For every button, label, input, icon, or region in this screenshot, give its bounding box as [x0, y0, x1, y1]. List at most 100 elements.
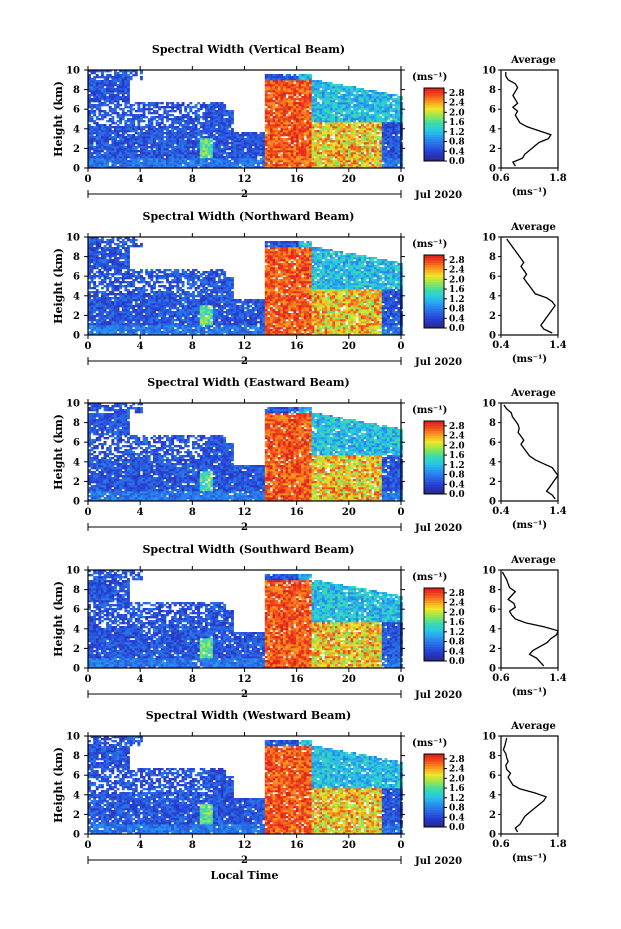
- heatmap-cell: [202, 114, 205, 116]
- heatmap-cell: [117, 136, 120, 138]
- heatmap-cell: [104, 116, 107, 118]
- heatmap-cell: [104, 110, 107, 112]
- heatmap-cell: [163, 128, 166, 130]
- heatmap-cell: [117, 142, 120, 144]
- heatmap-cell: [109, 94, 112, 96]
- heatmap-cell: [210, 146, 213, 148]
- heatmap-cell: [109, 114, 112, 116]
- heatmap-cell: [210, 112, 213, 114]
- heatmap-cell: [104, 148, 107, 150]
- heatmap-cell: [215, 120, 218, 122]
- heatmap-cell: [197, 132, 200, 134]
- heatmap-cell: [135, 146, 138, 148]
- heatmap-cell: [158, 160, 161, 162]
- heatmap-cell: [174, 118, 177, 120]
- heatmap-cell: [221, 138, 224, 140]
- heatmap-cell: [205, 158, 208, 160]
- heatmap-cell: [195, 144, 198, 146]
- heatmap-cell: [169, 144, 172, 146]
- heatmap-cell: [166, 114, 169, 116]
- heatmap-cell: [236, 140, 239, 142]
- heatmap-cell: [127, 76, 130, 78]
- heatmap-cell: [192, 148, 195, 150]
- heatmap-cell: [184, 120, 187, 122]
- heatmap-cell: [98, 82, 101, 84]
- heatmap-cell: [111, 118, 114, 120]
- heatmap-cell: [98, 126, 101, 128]
- heatmap-cell: [236, 158, 239, 160]
- heatmap-cell: [210, 162, 213, 164]
- heatmap-cell: [101, 86, 104, 88]
- heatmap-cell: [236, 152, 239, 154]
- heatmap-cell: [179, 104, 182, 106]
- heatmap-cell: [98, 158, 101, 160]
- heatmap-cell: [135, 164, 138, 166]
- heatmap-cell: [117, 130, 120, 132]
- heatmap-cell: [124, 106, 127, 108]
- heatmap-cell: [109, 88, 112, 90]
- heatmap-cell: [187, 128, 190, 130]
- heatmap-cell: [117, 80, 120, 82]
- heatmap-cell: [104, 130, 107, 132]
- heatmap-cell: [91, 108, 94, 110]
- heatmap-cell: [218, 120, 221, 122]
- heatmap-cell: [119, 152, 122, 154]
- heatmap-cell: [93, 94, 96, 96]
- heatmap-cell: [223, 106, 226, 108]
- heatmap-cell: [231, 156, 234, 158]
- heatmap-cell: [91, 156, 94, 158]
- heatmap-cell: [109, 152, 112, 154]
- heatmap-cell: [150, 144, 153, 146]
- heatmap-cell: [208, 162, 211, 164]
- heatmap-cell: [174, 142, 177, 144]
- heatmap-cell: [215, 128, 218, 130]
- heatmap-cell: [228, 120, 231, 122]
- heatmap-cell: [166, 136, 169, 138]
- heatmap-cell: [182, 148, 185, 150]
- heatmap-cell: [218, 132, 221, 134]
- heatmap-cell: [119, 120, 122, 122]
- heatmap-cell: [124, 130, 127, 132]
- heatmap-cell: [171, 150, 174, 152]
- heatmap-cell: [163, 112, 166, 114]
- heatmap-cell: [195, 142, 198, 144]
- heatmap-cell: [148, 124, 151, 126]
- heatmap-cell: [101, 164, 104, 166]
- heatmap-cell: [145, 136, 148, 138]
- heatmap-cell: [130, 144, 133, 146]
- heatmap-cell: [174, 164, 177, 166]
- heatmap-cell: [166, 140, 169, 142]
- heatmap-cell: [156, 106, 159, 108]
- heatmap-cell: [189, 136, 192, 138]
- heatmap-cell: [127, 92, 130, 94]
- heatmap-cell: [247, 162, 250, 164]
- heatmap-cell: [91, 104, 94, 106]
- heatmap-cell: [202, 102, 205, 104]
- heatmap-cell: [101, 136, 104, 138]
- heatmap-cell: [111, 152, 114, 154]
- heatmap-cell: [122, 74, 125, 76]
- heatmap-cell: [96, 126, 99, 128]
- heatmap-cell: [231, 112, 234, 114]
- heatmap-cell: [137, 142, 140, 144]
- heatmap-cell: [132, 160, 135, 162]
- heatmap-cell: [109, 138, 112, 140]
- heatmap-cell: [247, 158, 250, 160]
- heatmap-cell: [119, 138, 122, 140]
- heatmap-cell: [221, 148, 224, 150]
- heatmap-cell: [226, 124, 229, 126]
- heatmap-cell: [106, 142, 109, 144]
- heatmap-cell: [163, 154, 166, 156]
- heatmap-cell: [244, 160, 247, 162]
- heatmap-cell: [226, 158, 229, 160]
- heatmap-cell: [122, 164, 125, 166]
- heatmap-cell: [104, 80, 107, 82]
- heatmap-cell: [179, 140, 182, 142]
- heatmap-cell: [117, 146, 120, 148]
- heatmap-cell: [117, 114, 120, 116]
- heatmap-cell: [156, 138, 159, 140]
- heatmap-cell: [197, 110, 200, 112]
- heatmap-cell: [130, 162, 133, 164]
- heatmap-cell: [140, 152, 143, 154]
- heatmap-cell: [163, 148, 166, 150]
